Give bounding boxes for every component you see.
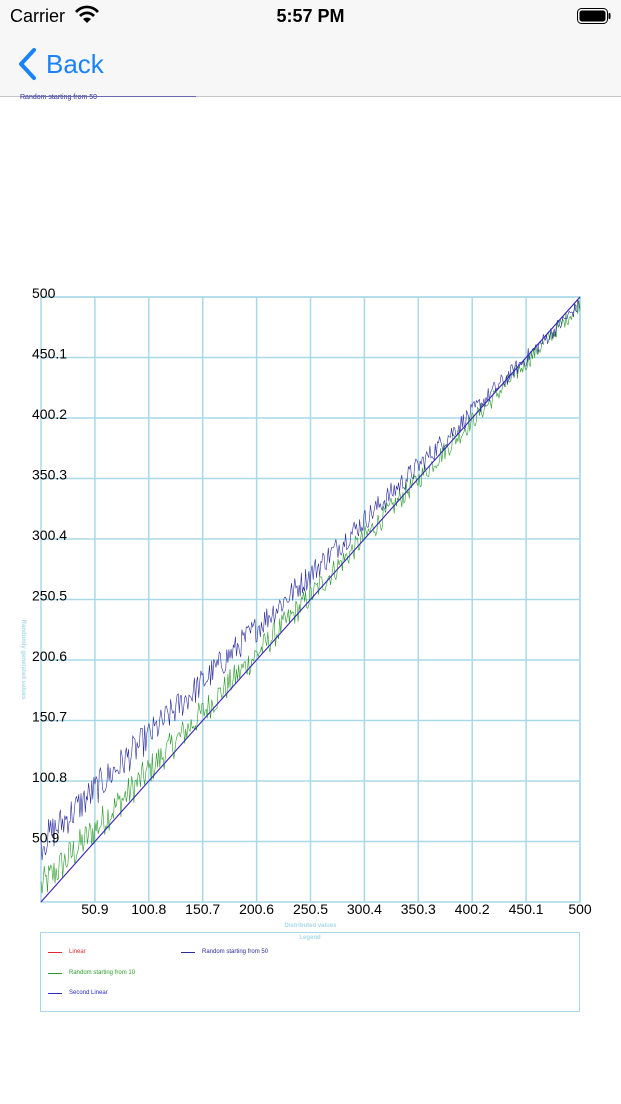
x-tick-label: 400.2 xyxy=(455,901,490,917)
legend-label: Second Linear xyxy=(69,990,108,996)
x-tick-label: 250.5 xyxy=(293,901,328,917)
top-legend-label: Random starting from 50 xyxy=(20,94,98,101)
x-tick-label: 200.6 xyxy=(239,901,274,917)
y-tick-label: 100.8 xyxy=(32,769,67,785)
navigation-bar: Back xyxy=(0,34,621,97)
clock-label: 5:57 PM xyxy=(276,6,345,26)
legend-swatch xyxy=(48,992,62,994)
legend-swatch xyxy=(48,972,62,974)
y-tick-label: 250.5 xyxy=(32,588,67,604)
x-tick-label: 100.8 xyxy=(131,901,166,917)
y-tick-label: 500 xyxy=(32,285,56,301)
x-axis-title: Distributed values xyxy=(284,923,337,929)
legend-item-linear: Linear xyxy=(48,949,86,955)
y-tick-label: 300.4 xyxy=(32,527,67,543)
status-bar: Carrier 5:57 PM xyxy=(0,0,621,34)
y-tick-label: 400.2 xyxy=(32,406,67,422)
top-legend-line xyxy=(20,96,196,97)
carrier-label: Carrier xyxy=(10,6,66,26)
legend-label: Random starting from 50 xyxy=(202,949,269,955)
chevron-left-icon xyxy=(19,48,36,80)
x-tick-label: 300.4 xyxy=(347,901,382,917)
chart-series xyxy=(40,296,581,903)
legend-title: Legend xyxy=(299,935,321,941)
series-line-2 xyxy=(40,299,581,861)
y-tick-label: 50.9 xyxy=(32,830,59,846)
legend-label: Linear xyxy=(69,949,86,955)
legend-swatch xyxy=(48,951,62,953)
x-tick-label: 350.3 xyxy=(401,901,436,917)
x-tick-label: 150.7 xyxy=(185,901,220,917)
y-tick-label: 350.3 xyxy=(32,467,67,483)
wifi-icon xyxy=(75,5,99,23)
series-line-3 xyxy=(40,296,581,903)
y-tick-label: 450.1 xyxy=(32,346,67,362)
back-label: Back xyxy=(46,48,104,79)
series-line-1 xyxy=(40,300,581,894)
battery-icon xyxy=(577,8,611,24)
legend-item-random-10: Random starting from 10 xyxy=(48,970,135,976)
x-tick-label: 500 xyxy=(568,901,592,917)
chart-labels: 50.9 100.8 150.7 200.6 250.5 300.4 350.3 400.2 4… xyxy=(20,285,592,929)
y-tick-label: 200.6 xyxy=(32,648,67,664)
chart-grid xyxy=(40,296,581,903)
legend-item-second-linear: Second Linear xyxy=(48,990,108,996)
chart-legend: Legend Linear Random starting from 50 Ra… xyxy=(40,932,580,1012)
x-tick-label: 50.9 xyxy=(81,901,108,917)
y-tick-label: 150.7 xyxy=(32,709,67,725)
y-axis-title: Randomly generated values xyxy=(20,620,26,700)
back-button[interactable]: Back xyxy=(16,44,104,84)
legend-label: Random starting from 10 xyxy=(69,970,136,976)
x-tick-label: 450.1 xyxy=(509,901,544,917)
legend-item-random-50: Random starting from 50 xyxy=(181,949,268,955)
legend-swatch xyxy=(181,951,195,953)
